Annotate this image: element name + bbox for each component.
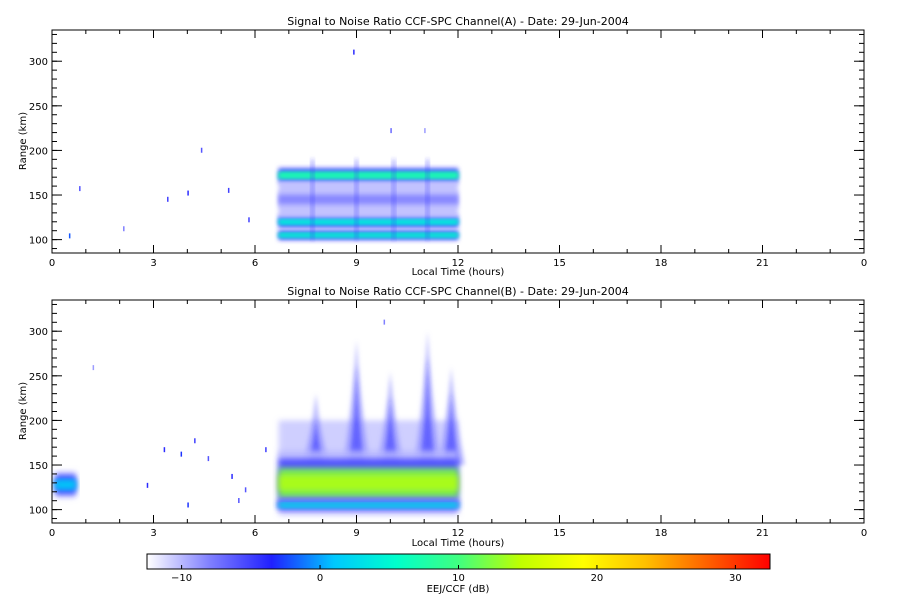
x-tick-label: 6: [252, 528, 258, 539]
echo-speckle: [79, 186, 81, 192]
echo-speckle: [265, 447, 267, 453]
colorbar-ticks: −10 0 10 20 30: [171, 565, 742, 584]
echo-plume-core: [419, 356, 436, 466]
x-tick-label: 12: [452, 528, 465, 539]
echo-speckle: [167, 196, 169, 202]
y-tick-label: 200: [29, 416, 48, 427]
colorbar-tick-label: 20: [591, 573, 604, 584]
x-tick-label: 15: [553, 258, 566, 269]
x-tick-label: 0: [49, 528, 55, 539]
panel-a-xlabel: Local Time (hours): [412, 267, 505, 278]
x-tick-label: 0: [49, 258, 55, 269]
colorbar-tick-label: 10: [452, 573, 465, 584]
echo-speckle: [244, 487, 247, 493]
panel-a-ylabel: Range (km): [18, 112, 29, 170]
echo-plume-core: [382, 396, 399, 466]
colorbar: −10 0 10 20 30 EEJ/CCF (dB): [146, 553, 771, 595]
x-tick-label: 9: [353, 258, 359, 269]
y-tick-label: 100: [29, 236, 48, 247]
x-tick-label: 18: [655, 528, 668, 539]
panel-a: Signal to Noise Ratio CCF-SPC Channel(A)…: [18, 15, 867, 278]
x-tick-label: 3: [150, 258, 156, 269]
x-tick-label: 0: [861, 528, 867, 539]
x-tick-label: 9: [353, 528, 359, 539]
x-tick-label: 18: [655, 258, 668, 269]
echo-speckle: [180, 451, 183, 457]
x-tick-label: 0: [861, 258, 867, 269]
echo-speckle: [353, 49, 355, 55]
echo-striation: [310, 159, 315, 240]
echo-plume-core: [443, 391, 460, 466]
echo-speckle: [238, 498, 240, 504]
echo-band: [278, 219, 458, 224]
echo-speckle: [248, 217, 250, 223]
echo-speckle: [194, 438, 196, 444]
colorbar-label: EEJ/CCF (dB): [427, 584, 490, 595]
echo-speckle: [200, 147, 203, 153]
echo-speckle: [92, 365, 95, 371]
echo-speckle: [163, 447, 166, 453]
echo-band: [278, 474, 458, 491]
echo-speckle: [146, 482, 149, 488]
echo-striation: [354, 159, 359, 240]
echo-speckle: [383, 319, 386, 325]
y-tick-label: 250: [29, 102, 48, 113]
echo-band: [278, 173, 458, 178]
y-tick-label: 300: [29, 57, 48, 68]
echo-speckle: [187, 502, 189, 508]
y-tick-label: 100: [29, 506, 48, 517]
panel-a-plot-area: [68, 49, 458, 241]
y-tick-label: 200: [29, 146, 48, 157]
y-tick-label: 250: [29, 372, 48, 383]
panel-b-title: Signal to Noise Ratio CCF-SPC Channel(B)…: [287, 285, 629, 298]
echo-band: [278, 195, 458, 204]
x-tick-label: 15: [553, 528, 566, 539]
echo-band: [278, 503, 458, 507]
y-tick-label: 150: [29, 191, 48, 202]
echo-speckle: [390, 128, 392, 134]
x-tick-label: 12: [452, 258, 465, 269]
panel-b-xlabel: Local Time (hours): [412, 538, 505, 549]
echo-speckle: [123, 226, 125, 232]
echo-speckle: [227, 187, 230, 193]
colorbar-tick-label: 0: [317, 573, 323, 584]
echo-speckle: [187, 190, 189, 196]
x-tick-label: 21: [756, 528, 769, 539]
x-tick-label: 21: [756, 258, 769, 269]
y-tick-label: 150: [29, 461, 48, 472]
echo-speckle: [424, 128, 426, 134]
echo-band: [278, 233, 458, 237]
colorbar-tick-label: 30: [729, 573, 742, 584]
y-tick-label: 300: [29, 327, 48, 338]
echo-striation: [391, 159, 396, 240]
echo-plume-core: [348, 365, 365, 466]
panel-b: Signal to Noise Ratio CCF-SPC Channel(B)…: [18, 285, 867, 549]
echo-speckle: [207, 456, 210, 462]
x-tick-label: 3: [150, 528, 156, 539]
echo-striation: [425, 159, 430, 240]
echo-speckle: [68, 233, 71, 239]
colorbar-tick-label: −10: [171, 573, 192, 584]
panel-b-plot-area: [55, 319, 466, 515]
x-tick-label: 6: [252, 258, 258, 269]
echo-band: [55, 481, 76, 488]
panel-b-ylabel: Range (km): [18, 382, 29, 440]
panel-a-title: Signal to Noise Ratio CCF-SPC Channel(A)…: [287, 15, 628, 28]
echo-speckle: [231, 473, 233, 479]
